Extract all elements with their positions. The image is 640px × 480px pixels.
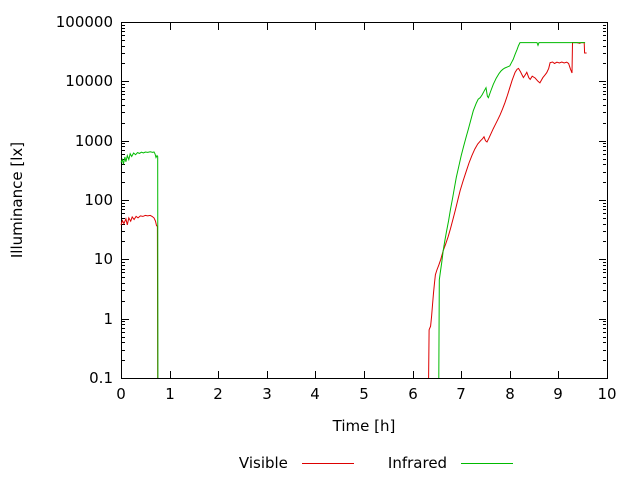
plot-border [121,22,608,379]
x-tick-label: 10 [597,385,616,403]
series-line-visible [120,214,159,379]
series-line-visible [428,42,587,379]
y-tick-label: 10000 [65,72,113,90]
legend-line-visible-sample [301,462,354,464]
x-tick-label: 0 [116,385,126,403]
x-tick-label: 1 [165,385,175,403]
y-tick-label: 0.1 [89,369,113,387]
x-tick-label: 6 [408,385,418,403]
legend-item-infrared: Infrared [387,454,514,472]
y-axis-title: Illuminance [lx] [8,141,26,259]
x-tick-label: 7 [456,385,466,403]
y-tick-label: 1000 [75,132,113,150]
legend-line-infrared-sample [461,462,514,464]
y-tick-label: 10 [94,250,113,268]
legend-label-visible: Visible [238,454,288,472]
series-line-infrared [438,42,586,379]
x-tick-label: 8 [505,385,515,403]
y-tick-label: 100 [84,191,113,209]
x-axis-title: Time [h] [332,417,396,435]
x-tick-label: 9 [553,385,563,403]
x-tick-label: 4 [310,385,320,403]
x-tick-label: 3 [262,385,272,403]
x-tick-label: 2 [213,385,223,403]
legend-label-infrared: Infrared [387,454,448,472]
legend-item-visible: Visible [239,454,354,472]
series-line-infrared [120,151,159,379]
legend: Visible Infrared [56,454,640,472]
x-tick-label: 5 [359,385,369,403]
y-tick-label: 1 [103,310,113,328]
y-tick-label: 100000 [56,13,113,31]
